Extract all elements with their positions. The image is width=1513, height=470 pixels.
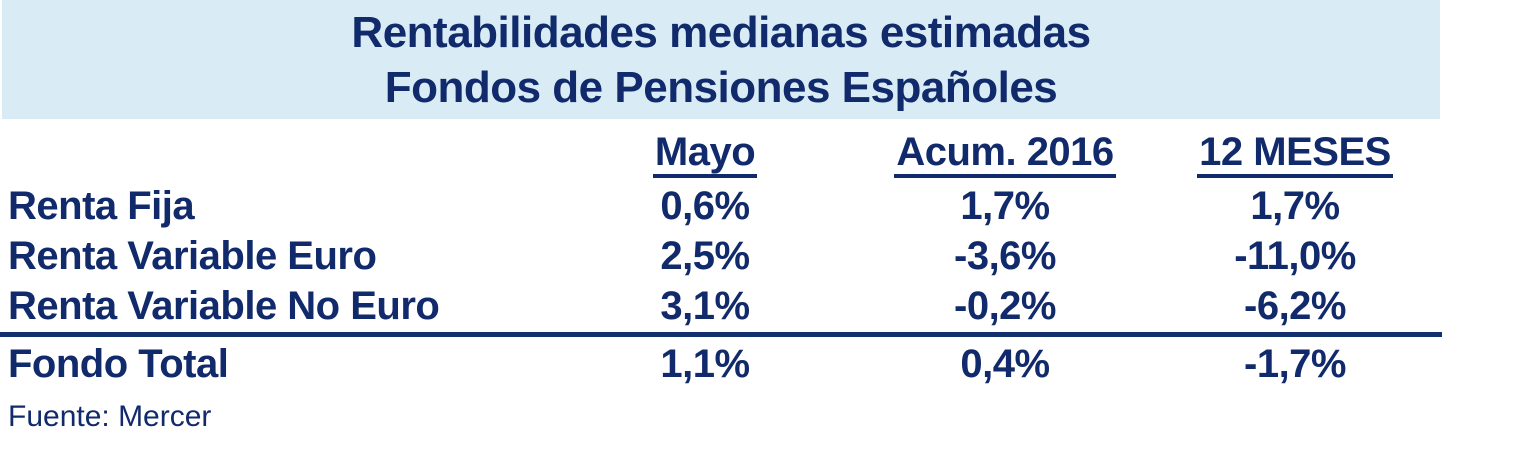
table-row-fondo-total: Fondo Total 1,1% 0,4% -1,7% — [0, 337, 1442, 391]
source-note: Fuente: Mercer — [8, 400, 212, 433]
total-divider-line — [0, 332, 1442, 337]
table-row-renta-variable-no-euro: Renta Variable No Euro 3,1% -0,2% -6,2% — [0, 281, 1442, 331]
cell-mayo: 2,5% — [660, 233, 750, 278]
cell-12-meses: -6,2% — [1244, 283, 1347, 328]
cell-mayo: 1,1% — [660, 341, 750, 386]
cell-mayo: 0,6% — [660, 183, 750, 228]
table-row-renta-fija: Renta Fija 0,6% 1,7% 1,7% — [0, 181, 1442, 231]
table-title-line1: Rentabilidades medianas estimadas — [351, 7, 1091, 57]
table-row-renta-variable-euro: Renta Variable Euro 2,5% -3,6% -11,0% — [0, 231, 1442, 281]
cell-acum-2016: 1,7% — [960, 183, 1050, 228]
row-label: Renta Variable Euro — [8, 233, 377, 278]
cell-12-meses: -1,7% — [1244, 341, 1347, 386]
returns-table: Mayo Acum. 2016 12 MESES Renta Fija 0,6%… — [0, 127, 1442, 391]
title-band: Rentabilidades medianas estimadas Fondos… — [2, 0, 1440, 119]
table-title-line2: Fondos de Pensiones Españoles — [384, 62, 1058, 112]
cell-acum-2016: -3,6% — [954, 233, 1057, 278]
cell-acum-2016: 0,4% — [960, 341, 1050, 386]
row-label: Renta Variable No Euro — [8, 283, 440, 328]
column-header-mayo: Mayo — [652, 131, 758, 178]
row-label: Renta Fija — [8, 183, 195, 228]
column-header-acum-2016: Acum. 2016 — [894, 131, 1116, 178]
table-header-row: Mayo Acum. 2016 12 MESES — [0, 127, 1442, 181]
cell-12-meses: -11,0% — [1234, 233, 1356, 278]
cell-acum-2016: -0,2% — [954, 283, 1057, 328]
cell-12-meses: 1,7% — [1250, 183, 1340, 228]
cell-mayo: 3,1% — [660, 283, 750, 328]
row-label: Fondo Total — [8, 341, 229, 386]
column-header-12-meses: 12 MESES — [1197, 131, 1393, 178]
